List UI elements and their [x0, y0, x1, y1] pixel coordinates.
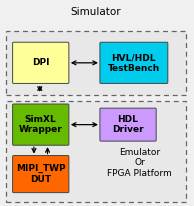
FancyBboxPatch shape — [13, 42, 69, 83]
Text: Emulator
Or
FPGA Platform: Emulator Or FPGA Platform — [107, 148, 172, 178]
Text: MIPI_TWP
DUT: MIPI_TWP DUT — [16, 164, 66, 184]
Text: Simulator: Simulator — [71, 7, 121, 17]
FancyBboxPatch shape — [13, 104, 69, 145]
Text: HDL
Driver: HDL Driver — [112, 115, 144, 134]
Text: DPI: DPI — [32, 58, 49, 67]
Bar — [6, 31, 186, 95]
FancyBboxPatch shape — [13, 156, 69, 193]
Bar — [6, 101, 186, 202]
Text: HVL/HDL
TestBench: HVL/HDL TestBench — [108, 53, 160, 73]
FancyBboxPatch shape — [100, 108, 156, 141]
Text: SimXL
Wrapper: SimXL Wrapper — [19, 115, 63, 134]
FancyBboxPatch shape — [100, 42, 168, 83]
